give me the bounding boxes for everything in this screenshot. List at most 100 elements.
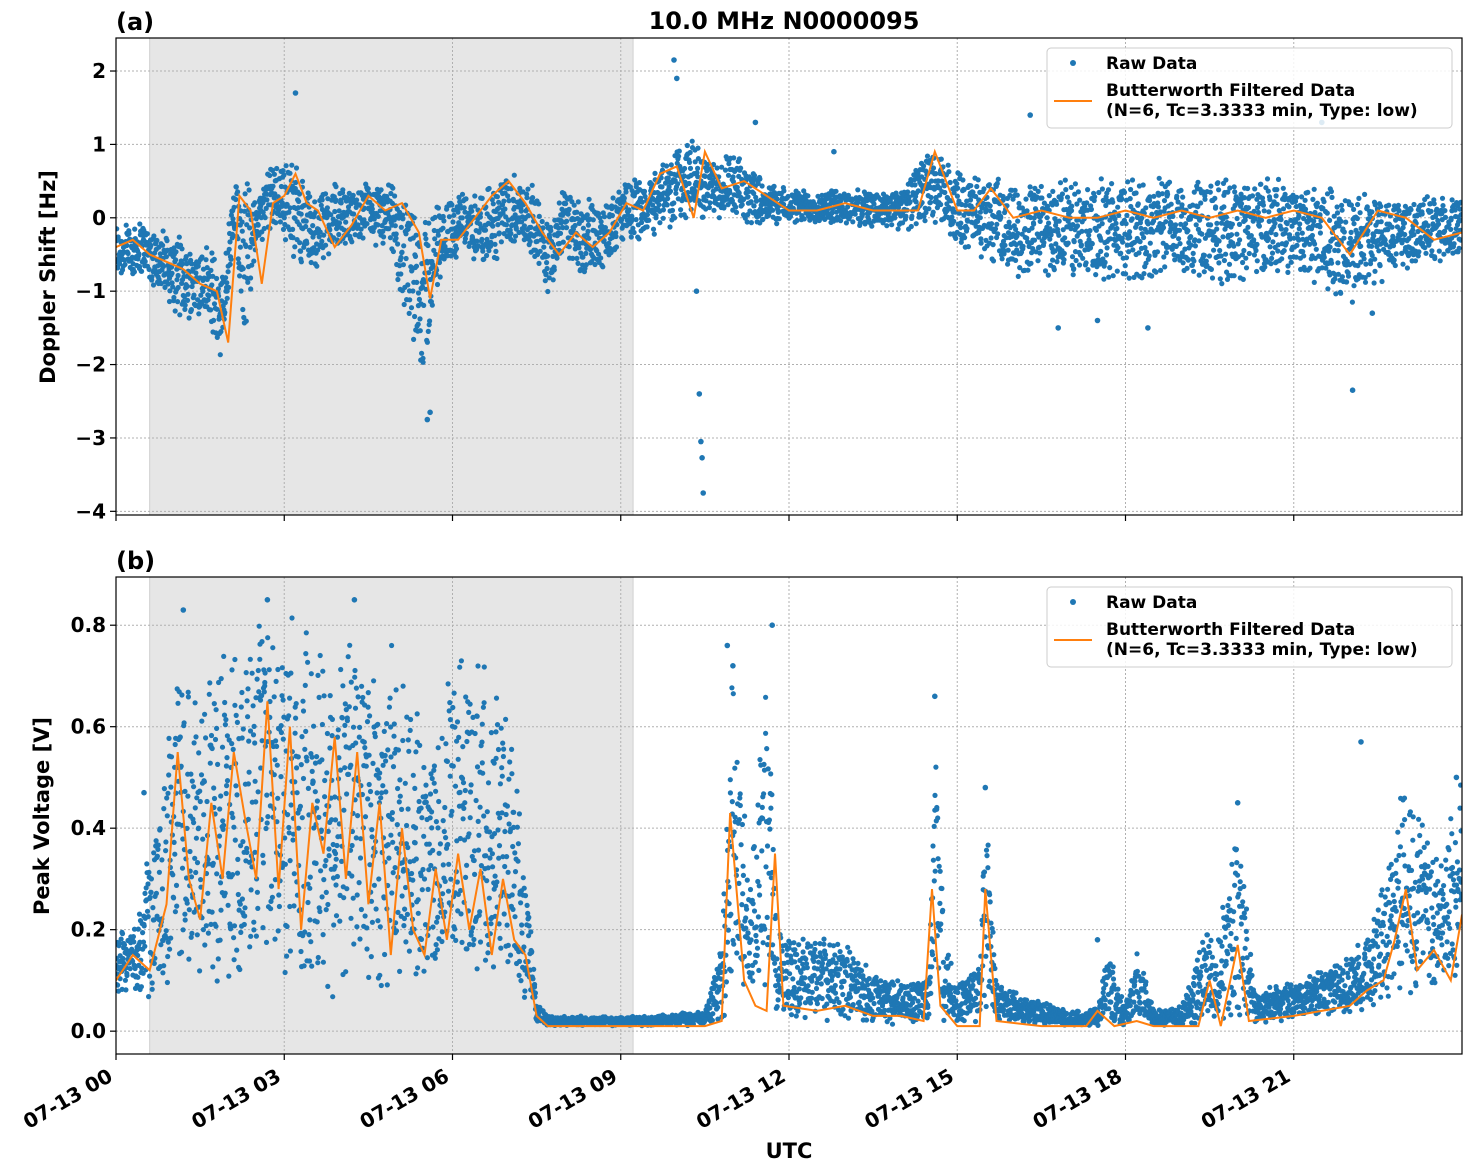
panel-a-raw-point — [454, 246, 459, 251]
panel-b-raw-point — [323, 858, 328, 863]
panel-a-raw-point — [1438, 258, 1443, 263]
panel-a-raw-point — [282, 215, 287, 220]
panel-a-raw-point — [1262, 264, 1267, 269]
panel-a-raw-point — [243, 191, 248, 196]
panel-a-raw-point — [1258, 182, 1263, 187]
panel-a-raw-point — [1198, 200, 1203, 205]
panel-a-raw-point — [1130, 247, 1135, 252]
panel-a-raw-point — [1123, 271, 1128, 276]
panel-b-raw-point — [181, 927, 186, 932]
panel-a-raw-point — [1054, 259, 1059, 264]
panel-a-raw-point — [1139, 216, 1144, 221]
panel-a-raw-point — [226, 285, 231, 290]
panel-b-raw-point — [242, 905, 247, 910]
panel-a-raw-point — [203, 257, 208, 262]
panel-b-raw-point — [279, 723, 284, 728]
panel-a-raw-point — [1046, 221, 1051, 226]
panel-b-raw-point — [295, 790, 300, 795]
panel-a-raw-point — [1351, 207, 1356, 212]
panel-a-raw-point — [760, 183, 765, 188]
panel-b-raw-point — [185, 901, 190, 906]
panel-a-raw-point — [287, 171, 292, 176]
panel-a-raw-point — [1296, 213, 1301, 218]
panel-a-raw-point — [1371, 233, 1376, 238]
panel-b-raw-point — [195, 932, 200, 937]
panel-a-raw-point — [399, 225, 404, 230]
panel-a-raw-point — [1254, 269, 1259, 274]
panel-b-raw-point — [197, 968, 202, 973]
panel-a-raw-point — [304, 219, 309, 224]
panel-a-raw-point — [954, 181, 959, 186]
panel-b-raw-point — [232, 703, 237, 708]
panel-a-raw-point — [1232, 184, 1237, 189]
panel-b-raw-point — [275, 763, 280, 768]
panel-a-raw-point — [989, 221, 994, 226]
panel-b-raw-point — [272, 694, 277, 699]
panel-a-raw-point — [1073, 181, 1078, 186]
panel-b-raw-point — [229, 741, 234, 746]
panel-a-raw-point — [248, 275, 253, 280]
panel-a-raw-point — [410, 288, 415, 293]
panel-a-raw-point — [611, 195, 616, 200]
panel-a-raw-point — [1164, 250, 1169, 255]
panel-b-raw-point — [251, 732, 256, 737]
panel-a-raw-point — [235, 189, 240, 194]
panel-a-raw-point — [326, 251, 331, 256]
panel-b-raw-point — [222, 713, 227, 718]
panel-b-raw-point — [265, 814, 270, 819]
panel-b-raw-point — [168, 785, 173, 790]
panel-a-raw-point — [1237, 222, 1242, 227]
panel-b-raw-point — [272, 937, 277, 942]
panel-b-raw-point — [246, 739, 251, 744]
panel-b-raw-point — [294, 765, 299, 770]
panel-a-raw-point — [413, 254, 418, 259]
panel-a-raw-point — [1071, 272, 1076, 277]
panel-a-legend-filtered-params: (N=6, Tc=3.3333 min, Type: low) — [1106, 101, 1418, 121]
panel-a-raw-point — [1338, 219, 1343, 224]
panel-b-raw-point — [239, 704, 244, 709]
panel-a-raw-point — [1256, 210, 1261, 215]
panel-b-raw-point — [320, 894, 325, 899]
panel-a-raw-point — [1259, 218, 1264, 223]
panel-a-raw-point — [1274, 187, 1279, 192]
panel-a-raw-point — [267, 173, 272, 178]
panel-b-raw-point — [308, 939, 313, 944]
panel-a-raw-point — [1185, 228, 1190, 233]
panel-a-raw-point — [1239, 201, 1244, 206]
panel-b-raw-point — [286, 713, 291, 718]
panel-a-raw-point — [1031, 222, 1036, 227]
panel-a-raw-point — [1268, 261, 1273, 266]
panel-a-raw-point — [1202, 197, 1207, 202]
panel-a-raw-point — [1275, 202, 1280, 207]
panel-a-raw-point — [1423, 251, 1428, 256]
panel-b-raw-point — [273, 738, 278, 743]
panel-a-raw-outlier-point — [697, 391, 703, 397]
panel-a-raw-point — [414, 264, 419, 269]
panel-a-raw-point — [1128, 187, 1133, 192]
panel-a-raw-point — [1087, 228, 1092, 233]
panel-a-raw-point — [996, 177, 1001, 182]
panel-a-raw-point — [421, 360, 426, 365]
panel-a-raw-point — [185, 292, 190, 297]
panel-a-raw-point — [1405, 265, 1410, 270]
panel-b-raw-point — [322, 693, 327, 698]
panel-a-raw-point — [774, 221, 779, 226]
panel-a-raw-point — [1340, 274, 1345, 279]
panel-a-raw-point — [1188, 243, 1193, 248]
panel-a-raw-point — [1127, 229, 1132, 234]
panel-a-raw-point — [545, 289, 550, 294]
panel-b-raw-point — [206, 931, 211, 936]
panel-a-raw-point — [1321, 199, 1326, 204]
panel-a-raw-point — [407, 297, 412, 302]
panel-a-raw-point — [1196, 238, 1201, 243]
panel-b-raw-point — [213, 737, 218, 742]
panel-a-raw-point — [405, 282, 410, 287]
panel-a-raw-point — [479, 237, 484, 242]
panel-a-raw-point — [629, 234, 634, 239]
panel-b-raw-point — [302, 747, 307, 752]
panel-a-raw-point — [173, 308, 178, 313]
panel-a-raw-point — [1413, 258, 1418, 263]
panel-a-raw-point — [1245, 225, 1250, 230]
panel-b-raw-point — [226, 974, 231, 979]
panel-a-raw-outlier-point — [293, 90, 299, 96]
